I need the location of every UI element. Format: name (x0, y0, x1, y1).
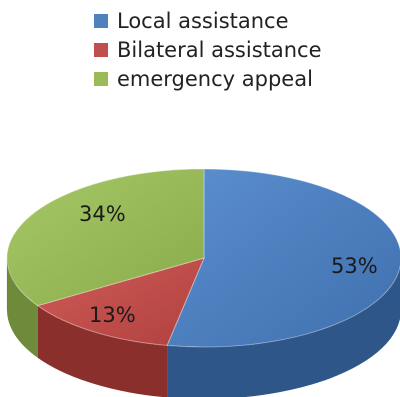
legend-swatch-local-assistance (94, 14, 108, 28)
slice-bilateral-assistance (36, 257, 205, 346)
legend-label-local-assistance: Local assistance (117, 9, 289, 33)
slice-label-bilateral-assistance: 13% (89, 303, 136, 327)
slice-side-local-assistance (167, 266, 400, 397)
pie-top (6, 168, 400, 348)
slice-side-bilateral-assistance (37, 305, 168, 397)
pie-labels: 53% 13% 34% (79, 202, 378, 327)
slice-label-local-assistance: 53% (331, 254, 378, 278)
legend: Local assistance Bilateral assistance em… (94, 9, 322, 91)
legend-swatch-emergency-appeal (94, 72, 108, 86)
legend-label-bilateral-assistance: Bilateral assistance (117, 38, 322, 62)
slice-local-assistance (166, 168, 400, 348)
slice-label-emergency-appeal: 34% (79, 202, 126, 226)
legend-label-emergency-appeal: emergency appeal (117, 67, 313, 91)
legend-swatch-bilateral-assistance (94, 43, 108, 57)
slice-emergency-appeal (6, 168, 205, 307)
